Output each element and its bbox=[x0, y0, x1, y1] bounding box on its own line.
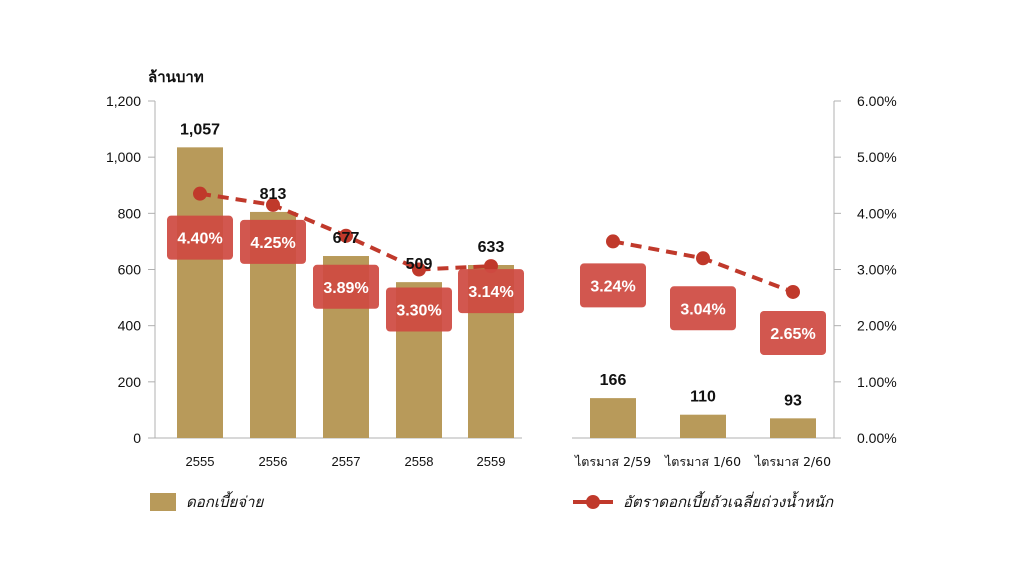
right-tick-label: 6.00% bbox=[857, 93, 897, 109]
rate-label-box bbox=[386, 287, 452, 332]
bar-value-label: 1,057 bbox=[180, 121, 220, 138]
left-tick-label: 800 bbox=[118, 205, 142, 221]
left-tick-label: 600 bbox=[118, 262, 142, 278]
bar-value-label: 677 bbox=[333, 230, 360, 247]
rate-label: 3.89% bbox=[323, 280, 368, 297]
x-tick-label: ไตรมาส 2/60 bbox=[754, 454, 831, 469]
rate-dot bbox=[606, 234, 620, 249]
rate-label-box bbox=[313, 264, 379, 309]
rate-label: 3.04% bbox=[680, 301, 725, 318]
left-tick-label: 400 bbox=[118, 318, 142, 334]
x-tick-label: ไตรมาส 1/60 bbox=[664, 454, 741, 469]
rate-label: 2.65% bbox=[770, 326, 815, 343]
left-tick-label: 1,200 bbox=[106, 93, 141, 109]
right-tick-label: 3.00% bbox=[857, 262, 897, 278]
left-tick-label: 0 bbox=[133, 430, 141, 446]
data-labels: 1,057 2555 813 2556 677 2557 509 2558 633 2559 4.4… bbox=[167, 121, 831, 469]
rate-label: 3.30% bbox=[396, 303, 441, 320]
left-tick-label: 200 bbox=[118, 374, 142, 390]
right-tick-label: 1.00% bbox=[857, 374, 897, 390]
rate-dot bbox=[266, 197, 280, 212]
rate-label: 4.25% bbox=[250, 235, 295, 252]
rate-dot bbox=[412, 262, 426, 277]
legend-line-label: อัตราดอกเบี้ยถัวเฉลี่ยถ่วงน้ำหนัก bbox=[623, 493, 834, 511]
rate-dot bbox=[339, 228, 353, 243]
bar bbox=[770, 418, 816, 438]
rate-label-box bbox=[167, 215, 233, 260]
x-tick-label: 2559 bbox=[477, 454, 506, 469]
left-tick-label: 1,000 bbox=[106, 149, 141, 165]
rate-label-box bbox=[240, 219, 306, 264]
right-tick-label: 5.00% bbox=[857, 149, 897, 165]
rate-label-box bbox=[458, 269, 524, 314]
x-tick-label: 2555 bbox=[186, 454, 215, 469]
rate-dot bbox=[193, 186, 207, 201]
bar-value-label: 93 bbox=[784, 392, 802, 409]
rate-label: 3.14% bbox=[468, 284, 513, 301]
x-tick-label: 2557 bbox=[332, 454, 361, 469]
rate-label-box bbox=[760, 310, 826, 355]
bar-value-label: 110 bbox=[690, 389, 716, 406]
axes: 0 200 400 600 800 1,000 1,200 0.00% 1.00% 2.00% 3.… bbox=[106, 93, 897, 446]
right-tick-label: 4.00% bbox=[857, 205, 897, 221]
right-tick-label: 0.00% bbox=[857, 430, 897, 446]
legend-bar-swatch bbox=[150, 493, 176, 511]
bar bbox=[680, 414, 726, 438]
rate-label: 3.24% bbox=[590, 278, 635, 295]
x-tick-label: 2558 bbox=[405, 454, 434, 469]
legend-bar: ดอกเบี้ยจ่าย bbox=[150, 490, 263, 514]
rate-dot bbox=[696, 251, 710, 266]
x-tick-label: ไตรมาส 2/59 bbox=[574, 454, 651, 469]
left-axis-unit-label: ล้านบาท bbox=[148, 68, 204, 86]
bar-value-label: 813 bbox=[260, 186, 287, 203]
rate-label-box bbox=[580, 263, 646, 308]
rate-dot bbox=[786, 284, 800, 299]
rate-label: 4.40% bbox=[177, 231, 222, 248]
legend-bar-label: ดอกเบี้ยจ่าย bbox=[186, 493, 264, 511]
right-tick-label: 2.00% bbox=[857, 318, 897, 334]
bar bbox=[590, 398, 636, 438]
legend-line-marker bbox=[573, 495, 613, 509]
bar-value-label: 633 bbox=[478, 239, 505, 256]
rate-label-box bbox=[670, 286, 736, 331]
x-tick-label: 2556 bbox=[259, 454, 288, 469]
legend-line: อัตราดอกเบี้ยถัวเฉลี่ยถ่วงน้ำหนัก bbox=[573, 490, 833, 514]
bar-value-label: 509 bbox=[406, 256, 433, 273]
bar-value-label: 166 bbox=[600, 372, 627, 389]
